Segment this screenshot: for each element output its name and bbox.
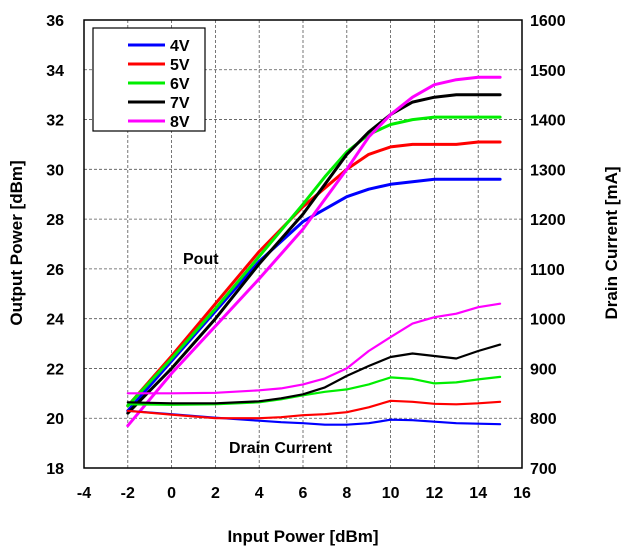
series-line-drain-4v bbox=[126, 409, 502, 426]
y2-tick-label: 900 bbox=[530, 361, 557, 378]
y2-tick-label: 700 bbox=[530, 461, 557, 478]
x-axis-label: Input Power [dBm] bbox=[227, 527, 378, 546]
y-tick-label: 34 bbox=[46, 63, 64, 80]
y-axis-label: Output Power [dBm] bbox=[7, 160, 26, 325]
y2-tick-label: 1500 bbox=[530, 63, 566, 80]
x-tick-label: 8 bbox=[342, 485, 351, 502]
y-tick-label: 24 bbox=[46, 312, 64, 329]
x-tick-label: 2 bbox=[211, 485, 220, 502]
y-tick-label: 28 bbox=[46, 212, 64, 229]
x-tick-label: 10 bbox=[382, 485, 400, 502]
legend-label: 7V bbox=[170, 95, 190, 112]
y2-tick-label: 1100 bbox=[530, 262, 565, 279]
series-line-pout-4v bbox=[126, 177, 502, 413]
series-line-drain-5v bbox=[126, 399, 502, 420]
y2-tick-label: 1300 bbox=[530, 162, 566, 179]
y-tick-label: 30 bbox=[46, 162, 64, 179]
y-tick-labels: 18 20 22 24 26 28 30 32 34 36 bbox=[46, 13, 64, 478]
series-line-pout-8v bbox=[126, 75, 502, 428]
y-tick-label: 32 bbox=[46, 113, 64, 130]
y2-tick-label: 800 bbox=[530, 411, 557, 428]
legend-label: 6V bbox=[170, 76, 190, 93]
series-lines bbox=[126, 75, 502, 428]
y-tick-label: 26 bbox=[46, 262, 64, 279]
y2-axis-label: Drain Current [mA] bbox=[602, 166, 621, 319]
y-tick-label: 18 bbox=[46, 461, 64, 478]
plot-frame bbox=[83, 19, 523, 469]
x-tick-label: -4 bbox=[77, 485, 91, 502]
y-tick-label: 20 bbox=[46, 411, 64, 428]
y2-tick-label: 1000 bbox=[530, 312, 566, 329]
y2-tick-label: 1200 bbox=[530, 212, 566, 229]
annotation-pout: Pout bbox=[183, 251, 219, 268]
y-tick-label: 22 bbox=[46, 361, 64, 378]
x-tick-label: 12 bbox=[426, 485, 444, 502]
x-tick-label: 6 bbox=[299, 485, 308, 502]
x-tick-labels: -4 -2 0 2 4 6 8 10 12 14 16 bbox=[77, 485, 531, 502]
series-line-drain-8v bbox=[126, 302, 502, 395]
y2-tick-labels: 700 800 900 1000 1100 1200 1300 1400 1500 1600 bbox=[530, 13, 566, 478]
legend-label: 4V bbox=[170, 38, 190, 55]
legend-label: 8V bbox=[170, 114, 190, 131]
x-tick-label: -2 bbox=[121, 485, 135, 502]
legend: 4V 5V 6V 7V 8V bbox=[92, 27, 206, 132]
y-tick-label: 36 bbox=[46, 13, 64, 30]
annotation-drain-current: Drain Current bbox=[229, 440, 333, 457]
x-tick-label: 16 bbox=[513, 485, 531, 502]
series-line-drain-7v bbox=[126, 343, 502, 405]
x-tick-label: 0 bbox=[167, 485, 176, 502]
y2-tick-label: 1600 bbox=[530, 13, 566, 30]
series-line-pout-7v bbox=[126, 93, 502, 415]
y2-tick-label: 1400 bbox=[530, 113, 566, 130]
series-line-pout-5v bbox=[126, 140, 502, 408]
legend-label: 5V bbox=[170, 57, 190, 74]
x-tick-label: 14 bbox=[469, 485, 487, 502]
x-tick-label: 4 bbox=[255, 485, 264, 502]
